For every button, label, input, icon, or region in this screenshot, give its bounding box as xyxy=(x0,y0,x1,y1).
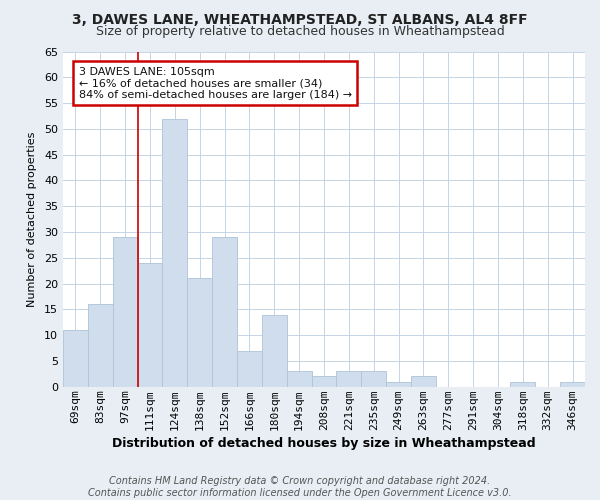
Text: Size of property relative to detached houses in Wheathampstead: Size of property relative to detached ho… xyxy=(95,25,505,38)
Bar xyxy=(212,237,237,387)
Bar xyxy=(113,237,137,387)
Bar xyxy=(411,376,436,387)
Bar xyxy=(511,382,535,387)
Bar xyxy=(287,372,311,387)
Bar xyxy=(237,350,262,387)
Bar xyxy=(560,382,585,387)
Bar xyxy=(187,278,212,387)
Bar xyxy=(361,372,386,387)
Bar xyxy=(386,382,411,387)
Bar xyxy=(63,330,88,387)
Bar xyxy=(137,263,163,387)
X-axis label: Distribution of detached houses by size in Wheathampstead: Distribution of detached houses by size … xyxy=(112,437,536,450)
Bar xyxy=(337,372,361,387)
Bar xyxy=(262,314,287,387)
Bar xyxy=(88,304,113,387)
Bar xyxy=(163,118,187,387)
Text: 3 DAWES LANE: 105sqm
← 16% of detached houses are smaller (34)
84% of semi-detac: 3 DAWES LANE: 105sqm ← 16% of detached h… xyxy=(79,66,352,100)
Y-axis label: Number of detached properties: Number of detached properties xyxy=(27,132,37,307)
Text: Contains HM Land Registry data © Crown copyright and database right 2024.
Contai: Contains HM Land Registry data © Crown c… xyxy=(88,476,512,498)
Bar xyxy=(311,376,337,387)
Text: 3, DAWES LANE, WHEATHAMPSTEAD, ST ALBANS, AL4 8FF: 3, DAWES LANE, WHEATHAMPSTEAD, ST ALBANS… xyxy=(72,12,528,26)
